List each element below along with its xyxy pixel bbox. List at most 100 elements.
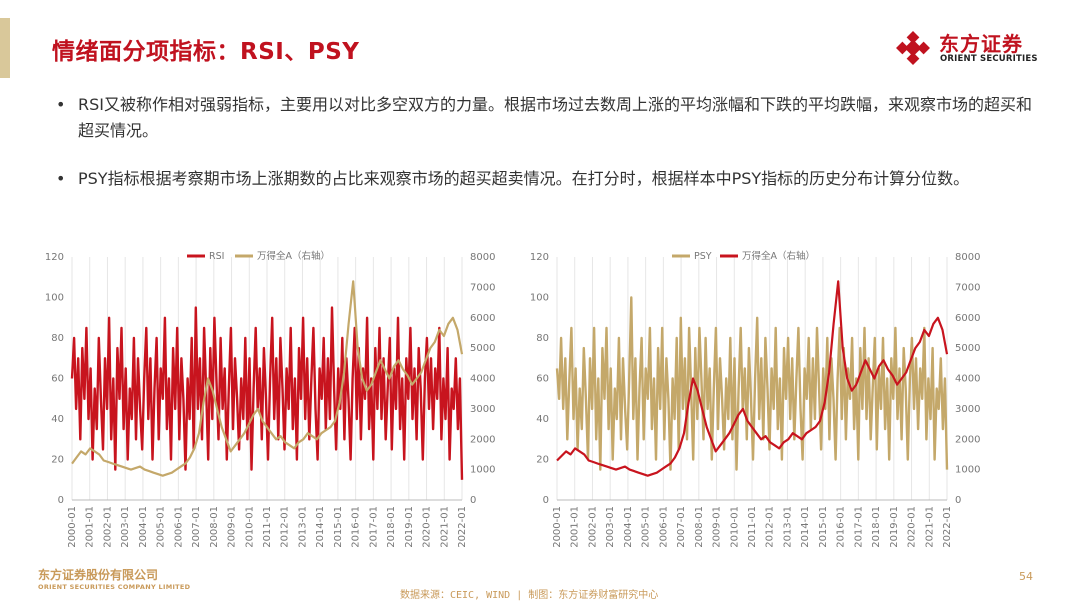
company-logo: 东方证券 ORIENT SECURITIES xyxy=(893,26,1053,70)
y-right-tick-label: 1000 xyxy=(470,465,495,476)
y-right-tick-label: 5000 xyxy=(470,343,495,354)
y-left-tick-label: 100 xyxy=(530,293,549,304)
x-tick-label: 2007-01 xyxy=(676,506,687,548)
y-left-tick-label: 80 xyxy=(536,333,549,344)
legend-label: PSY xyxy=(694,251,712,262)
x-tick-label: 2002-01 xyxy=(102,506,113,548)
x-tick-label: 2020-01 xyxy=(907,506,918,548)
x-tick-label: 2006-01 xyxy=(173,506,184,548)
bullet-text: RSI又被称作相对强弱指标，主要用以对比多空双方的力量。根据市场过去数周上涨的平… xyxy=(78,95,1032,140)
y-right-tick-label: 8000 xyxy=(955,252,980,263)
y-right-tick-label: 7000 xyxy=(955,282,980,293)
y-left-tick-label: 0 xyxy=(543,495,549,506)
x-tick-label: 2021-01 xyxy=(439,506,450,548)
x-tick-label: 2009-01 xyxy=(227,506,238,548)
x-tick-label: 2005-01 xyxy=(641,506,652,548)
y-left-tick-label: 40 xyxy=(536,414,549,425)
page-title: 情绪面分项指标：RSI、PSY xyxy=(52,39,360,65)
bullet-dot: • xyxy=(56,95,66,114)
y-left-tick-label: 100 xyxy=(45,293,64,304)
y-left-tick-label: 40 xyxy=(51,414,64,425)
y-right-tick-label: 3000 xyxy=(955,404,980,415)
bullet-list: • RSI又被称作相对强弱指标，主要用以对比多空双方的力量。根据市场过去数周上涨… xyxy=(52,92,1042,214)
legend-label: 万得全A（右轴） xyxy=(257,250,330,262)
psy-chart-svg: 2000-01 2001-01 2002-01 2003-01 2004-01 2005-… xyxy=(530,250,981,548)
x-tick-label: 2012-01 xyxy=(765,506,776,548)
data-source-note: 数据来源：CEIC, WIND | 制图：东方证券财富研究中心 xyxy=(400,590,659,601)
y-right-tick-label: 1000 xyxy=(955,465,980,476)
x-tick-label: 2002-01 xyxy=(587,506,598,548)
footer-company-cn: 东方证券股份有限公司 xyxy=(38,568,159,582)
x-tick-label: 2020-01 xyxy=(422,506,433,548)
x-tick-label: 2012-01 xyxy=(280,506,291,548)
psy-chart: 2000-01 2001-01 2002-01 2003-01 2004-01 2005-… xyxy=(520,240,1020,570)
y-right-tick-label: 6000 xyxy=(470,313,495,324)
footer-company: 东方证券股份有限公司 ORIENT SECURITIES COMPANY LIM… xyxy=(38,566,190,591)
x-tick-label: 2019-01 xyxy=(404,506,415,548)
x-tick-label: 2021-01 xyxy=(924,506,935,548)
x-tick-label: 2018-01 xyxy=(386,506,397,548)
x-tick-label: 2011-01 xyxy=(747,506,758,548)
y-left-tick-label: 60 xyxy=(536,374,549,385)
x-tick-label: 2010-01 xyxy=(244,506,255,548)
y-right-tick-label: 3000 xyxy=(470,404,495,415)
y-left-tick-label: 60 xyxy=(51,374,64,385)
series-line-secondary xyxy=(556,280,949,477)
bullet-psy: • PSY指标根据考察期市场上涨期数的占比来观察市场的超买超卖情况。在打分时，根… xyxy=(52,166,1042,192)
x-tick-label: 2007-01 xyxy=(191,506,202,548)
x-tick-label: 2000-01 xyxy=(552,506,563,548)
x-tick-label: 2008-01 xyxy=(694,506,705,548)
y-right-tick-label: 4000 xyxy=(955,374,980,385)
x-tick-label: 2004-01 xyxy=(623,506,634,548)
x-tick-label: 2015-01 xyxy=(818,506,829,548)
y-right-tick-label: 2000 xyxy=(955,434,980,445)
rsi-chart-svg: 2000-01 2001-01 2002-01 2003-01 2004-01 2005-… xyxy=(45,250,496,548)
series-line-primary xyxy=(555,296,949,471)
x-tick-label: 2010-01 xyxy=(729,506,740,548)
x-tick-label: 2001-01 xyxy=(85,506,96,548)
y-left-tick-label: 0 xyxy=(58,495,64,506)
x-tick-label: 2003-01 xyxy=(120,506,131,548)
y-right-tick-label: 0 xyxy=(955,495,961,506)
x-tick-label: 2009-01 xyxy=(712,506,723,548)
x-tick-label: 2022-01 xyxy=(942,506,953,548)
x-tick-label: 2017-01 xyxy=(368,506,379,548)
x-tick-label: 2004-01 xyxy=(138,506,149,548)
x-tick-label: 2013-01 xyxy=(297,506,308,548)
x-tick-label: 2001-01 xyxy=(570,506,581,548)
x-tick-label: 2018-01 xyxy=(871,506,882,548)
y-left-tick-label: 80 xyxy=(51,333,64,344)
x-tick-label: 2019-01 xyxy=(889,506,900,548)
bullet-dot: • xyxy=(56,169,66,188)
x-tick-label: 2014-01 xyxy=(315,506,326,548)
y-right-tick-label: 8000 xyxy=(470,252,495,263)
series-line-secondary xyxy=(71,280,464,477)
bullet-rsi: • RSI又被称作相对强弱指标，主要用以对比多空双方的力量。根据市场过去数周上涨… xyxy=(52,92,1042,144)
logo-english-name: ORIENT SECURITIES xyxy=(940,54,1038,64)
legend-label: 万得全A（右轴） xyxy=(742,250,815,262)
x-tick-label: 2003-01 xyxy=(605,506,616,548)
x-tick-label: 2008-01 xyxy=(209,506,220,548)
logo-chinese-name: 东方证券 xyxy=(939,32,1023,56)
x-tick-label: 2011-01 xyxy=(262,506,273,548)
y-right-tick-label: 2000 xyxy=(470,434,495,445)
footer-company-en: ORIENT SECURITIES COMPANY LIMITED xyxy=(38,583,191,591)
x-tick-label: 2005-01 xyxy=(156,506,167,548)
y-right-tick-label: 6000 xyxy=(955,313,980,324)
x-tick-label: 2006-01 xyxy=(658,506,669,548)
x-tick-label: 2016-01 xyxy=(351,506,362,548)
x-tick-label: 2015-01 xyxy=(333,506,344,548)
y-left-tick-label: 120 xyxy=(45,252,64,263)
y-right-tick-label: 5000 xyxy=(955,343,980,354)
x-tick-label: 2017-01 xyxy=(853,506,864,548)
y-right-tick-label: 0 xyxy=(470,495,476,506)
page-number: 54 xyxy=(1019,570,1033,583)
rsi-chart: 2000-01 2001-01 2002-01 2003-01 2004-01 2005-… xyxy=(20,240,520,570)
x-tick-label: 2022-01 xyxy=(457,506,468,548)
bullet-text: PSY指标根据考察期市场上涨期数的占比来观察市场的超买超卖情况。在打分时，根据样… xyxy=(78,169,970,188)
y-left-tick-label: 120 xyxy=(530,252,549,263)
y-right-tick-label: 7000 xyxy=(470,282,495,293)
y-right-tick-label: 4000 xyxy=(470,374,495,385)
legend-label: RSI xyxy=(209,251,224,262)
accent-bar xyxy=(0,18,10,78)
